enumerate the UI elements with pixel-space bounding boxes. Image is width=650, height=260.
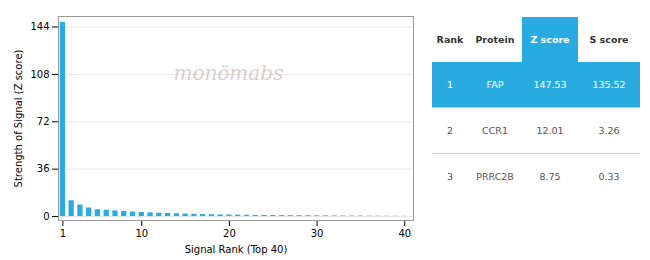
html-text:3: 3 xyxy=(447,171,453,182)
svg-text:144: 144 xyxy=(30,21,49,32)
html-text:Z score: Z score xyxy=(530,34,570,45)
html-text:Protein: Protein xyxy=(475,34,515,45)
html-text:S score: S score xyxy=(589,34,629,45)
svg-text:20: 20 xyxy=(223,228,236,239)
html-text:FAP: FAP xyxy=(486,79,504,90)
svg-text:72: 72 xyxy=(37,116,50,127)
svg-text:30: 30 xyxy=(311,228,324,239)
html-text:0.33: 0.33 xyxy=(598,171,620,182)
svg-text:0: 0 xyxy=(43,211,49,222)
svg-text:Signal Rank (Top 40): Signal Rank (Top 40) xyxy=(185,244,288,255)
html-text:CCR1: CCR1 xyxy=(482,125,508,136)
svg-text:108: 108 xyxy=(30,69,49,80)
html-text:Rank: Rank xyxy=(436,34,464,45)
svg-text:40: 40 xyxy=(398,228,411,239)
html-text:8.75: 8.75 xyxy=(539,171,561,182)
html-text:2: 2 xyxy=(447,125,453,136)
svg-text:Strength of Signal (Z score): Strength of Signal (Z score) xyxy=(13,49,24,187)
html-text:PRRC2B: PRRC2B xyxy=(476,171,514,182)
html-text:monömabs: monömabs xyxy=(173,61,284,86)
html-text:135.52: 135.52 xyxy=(592,79,626,90)
svg-text:1: 1 xyxy=(60,228,66,239)
html-text:1: 1 xyxy=(447,79,453,90)
html-text:12.01: 12.01 xyxy=(536,125,564,136)
svg-text:36: 36 xyxy=(37,163,50,174)
html-text:3.26: 3.26 xyxy=(598,125,620,136)
svg-text:10: 10 xyxy=(135,228,148,239)
html-text:147.53: 147.53 xyxy=(533,79,567,90)
